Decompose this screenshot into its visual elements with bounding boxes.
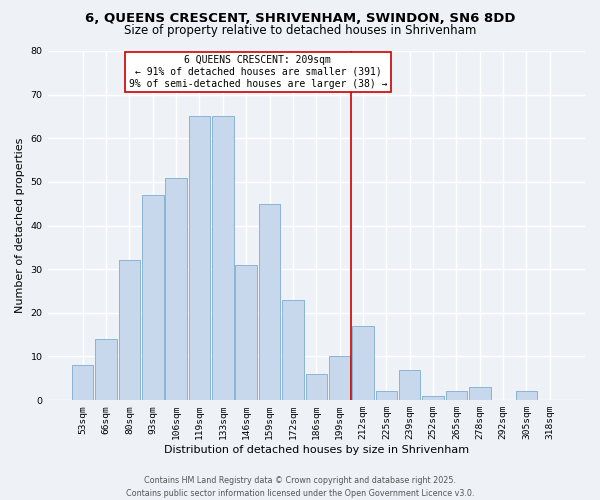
Bar xyxy=(376,392,397,400)
Text: 6 QUEENS CRESCENT: 209sqm
← 91% of detached houses are smaller (391)
9% of semi-: 6 QUEENS CRESCENT: 209sqm ← 91% of detac… xyxy=(128,56,387,88)
Bar xyxy=(446,392,467,400)
Bar xyxy=(305,374,327,400)
Y-axis label: Number of detached properties: Number of detached properties xyxy=(15,138,25,313)
Text: Size of property relative to detached houses in Shrivenham: Size of property relative to detached ho… xyxy=(124,24,476,37)
Bar xyxy=(95,339,117,400)
Bar xyxy=(189,116,210,400)
Text: Contains HM Land Registry data © Crown copyright and database right 2025.
Contai: Contains HM Land Registry data © Crown c… xyxy=(126,476,474,498)
Bar xyxy=(166,178,187,400)
Bar xyxy=(352,326,374,400)
Bar xyxy=(329,356,350,400)
Bar xyxy=(516,392,537,400)
Text: 6, QUEENS CRESCENT, SHRIVENHAM, SWINDON, SN6 8DD: 6, QUEENS CRESCENT, SHRIVENHAM, SWINDON,… xyxy=(85,12,515,26)
Bar xyxy=(119,260,140,400)
Bar xyxy=(259,204,280,400)
Bar xyxy=(235,265,257,400)
X-axis label: Distribution of detached houses by size in Shrivenham: Distribution of detached houses by size … xyxy=(164,445,469,455)
Bar xyxy=(212,116,233,400)
Bar xyxy=(282,300,304,400)
Bar xyxy=(469,387,491,400)
Bar xyxy=(422,396,444,400)
Bar xyxy=(399,370,421,400)
Bar xyxy=(142,195,164,400)
Bar xyxy=(72,365,94,400)
